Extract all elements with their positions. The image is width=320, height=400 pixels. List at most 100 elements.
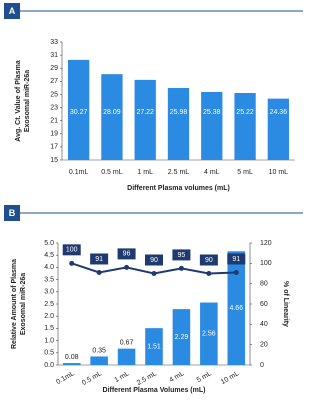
bar bbox=[200, 302, 218, 365]
bar-value-label: 0.35 bbox=[92, 347, 106, 354]
y-axis-title-line: Exosomal miR-26a bbox=[20, 273, 27, 335]
bar bbox=[167, 88, 190, 160]
point-label-box bbox=[90, 253, 109, 265]
x-tick-label: 1 mL bbox=[137, 169, 153, 176]
bar bbox=[134, 79, 156, 160]
bar bbox=[62, 363, 81, 365]
x-tick-label: 0.1mL bbox=[55, 370, 75, 386]
bar bbox=[145, 328, 163, 365]
point-value-label: 91 bbox=[232, 256, 240, 263]
bar bbox=[267, 98, 290, 160]
bar-value-label: 0.08 bbox=[65, 354, 79, 361]
y-axis-title: Avg. Ct. Value of Plasma Exosomal miR-26a bbox=[15, 60, 31, 142]
point-label-box bbox=[145, 254, 163, 266]
point-value-label: 91 bbox=[95, 256, 103, 263]
y2-axis-title: % of Linearity bbox=[282, 281, 289, 327]
x-tick-label: 1 mL bbox=[114, 370, 131, 384]
y-tick-label: 3.0 bbox=[44, 289, 54, 296]
y-tick-label: 25 bbox=[50, 91, 58, 98]
y-tick-label: 1.0 bbox=[44, 337, 54, 344]
x-tick-label: 0.5 mL bbox=[81, 370, 103, 387]
y-tick-label: 33 bbox=[50, 39, 58, 46]
y-tick-label: 5.0 bbox=[44, 240, 54, 247]
x-tick-label: 5 mL bbox=[196, 370, 213, 384]
bar-value-label: 24.36 bbox=[270, 109, 288, 116]
x-tick-label: 10 mL bbox=[269, 169, 289, 176]
y-tick-label: 3.5 bbox=[44, 276, 54, 283]
bar bbox=[101, 74, 123, 160]
panel-badge bbox=[4, 3, 20, 19]
bar-value-label: 25.98 bbox=[170, 109, 188, 116]
y-axis-title-line: Relative Amount of Plasma bbox=[11, 259, 18, 349]
y-tick-label: 2.5 bbox=[44, 301, 54, 308]
y-axis-title-line: Exosomal miR-26a bbox=[24, 70, 31, 132]
bar-value-label: 25.38 bbox=[203, 109, 221, 116]
bar-value-label: 28.09 bbox=[103, 109, 121, 116]
y-tick-label: 0.0 bbox=[44, 362, 54, 369]
point-label-box bbox=[172, 249, 191, 261]
x-tick-label: 2.5 mL bbox=[136, 370, 158, 387]
y-tick-label: 0.5 bbox=[44, 350, 54, 357]
panel-label: A bbox=[9, 6, 16, 16]
y2-tick-label: 60 bbox=[260, 301, 268, 308]
point-value-label: 90 bbox=[150, 257, 158, 264]
figure: A 15 17 19 21 23 25 27 29 31 33 Avg. Ct. Value of P… bbox=[4, 3, 303, 394]
y-tick-label: 19 bbox=[50, 131, 58, 138]
y-tick-label: 27 bbox=[50, 78, 58, 85]
bar bbox=[201, 91, 223, 160]
point-label-box bbox=[199, 254, 218, 266]
bar-value-label: 25.22 bbox=[236, 109, 254, 116]
line-point bbox=[233, 269, 239, 275]
x-tick-label: 10 mL bbox=[220, 370, 240, 386]
line-point bbox=[178, 265, 184, 271]
y2-tick-label: 0 bbox=[260, 362, 264, 369]
bar-value-label: 30.27 bbox=[70, 109, 88, 116]
y-axis-title-line: Avg. Ct. Value of Plasma bbox=[15, 60, 22, 142]
bar-value-label: 2.29 bbox=[175, 334, 189, 341]
y-tick-label: 1.5 bbox=[44, 325, 54, 332]
point-value-label: 95 bbox=[178, 252, 186, 259]
y2-tick-label: 40 bbox=[260, 321, 268, 328]
point-value-label: 100 bbox=[66, 247, 78, 254]
line-point bbox=[96, 269, 102, 275]
point-value-label: 90 bbox=[205, 257, 213, 264]
line-point bbox=[69, 260, 75, 266]
bar bbox=[172, 309, 191, 365]
y2-tick-label: 80 bbox=[260, 281, 268, 288]
bar-value-label: 4.66 bbox=[229, 305, 243, 312]
x-axis-title: Different Plasma volumes (mL) bbox=[127, 185, 230, 192]
y-tick-label: 29 bbox=[50, 65, 58, 72]
bar bbox=[67, 59, 90, 160]
bar bbox=[90, 356, 108, 365]
point-label-box bbox=[117, 248, 136, 260]
y-tick-label: 31 bbox=[50, 52, 58, 59]
bar bbox=[234, 93, 256, 160]
panel-badge bbox=[4, 205, 20, 221]
y-axis-title: Relative Amount of Plasma Exosomal miR-26… bbox=[11, 259, 27, 349]
bar-value-label: 0.67 bbox=[120, 339, 134, 346]
line-point bbox=[151, 271, 157, 276]
y2-tick-label: 20 bbox=[260, 342, 268, 349]
y2-tick-label: 100 bbox=[260, 260, 272, 267]
x-tick-label: 5 mL bbox=[237, 169, 253, 176]
x-tick-label: 2.5 mL bbox=[168, 169, 190, 176]
line-point bbox=[124, 264, 130, 270]
y-tick-label: 17 bbox=[50, 144, 58, 151]
bar bbox=[117, 348, 136, 365]
bar-value-label: 2.56 bbox=[202, 331, 216, 338]
x-tick-label: 4 mL bbox=[204, 169, 220, 176]
point-label-box bbox=[227, 253, 246, 265]
bar-value-label: 27.22 bbox=[136, 109, 154, 116]
panel-label: B bbox=[9, 208, 16, 218]
y-tick-label: 4.5 bbox=[44, 252, 54, 259]
x-tick-label: 0.1mL bbox=[69, 169, 89, 176]
y-tick-label: 21 bbox=[50, 118, 58, 125]
point-value-label: 96 bbox=[123, 251, 131, 258]
bar-value-label: 1.51 bbox=[147, 343, 161, 350]
y2-tick-label: 120 bbox=[260, 240, 272, 247]
y-tick-label: 2.0 bbox=[44, 313, 54, 320]
y-tick-label: 4.0 bbox=[44, 264, 54, 271]
line-point bbox=[206, 271, 212, 276]
bar bbox=[227, 251, 246, 365]
x-tick-label: 4 mL bbox=[168, 370, 185, 384]
